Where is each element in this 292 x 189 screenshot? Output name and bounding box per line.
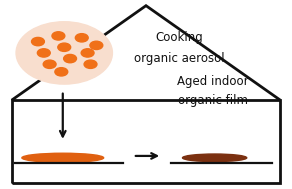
Circle shape: [84, 60, 97, 68]
Circle shape: [37, 49, 50, 57]
Circle shape: [52, 32, 65, 40]
Circle shape: [16, 22, 112, 84]
Text: organic aerosol: organic aerosol: [134, 52, 225, 65]
Text: Cooking: Cooking: [156, 31, 204, 44]
Circle shape: [58, 43, 71, 51]
Circle shape: [81, 49, 94, 57]
Circle shape: [32, 37, 44, 46]
Text: organic film: organic film: [178, 94, 248, 107]
Ellipse shape: [182, 154, 247, 162]
Circle shape: [75, 34, 88, 42]
Circle shape: [64, 54, 77, 63]
Circle shape: [55, 68, 68, 76]
Circle shape: [43, 60, 56, 68]
Ellipse shape: [22, 153, 104, 162]
Circle shape: [90, 41, 103, 50]
Text: Aged indoor: Aged indoor: [177, 75, 249, 88]
